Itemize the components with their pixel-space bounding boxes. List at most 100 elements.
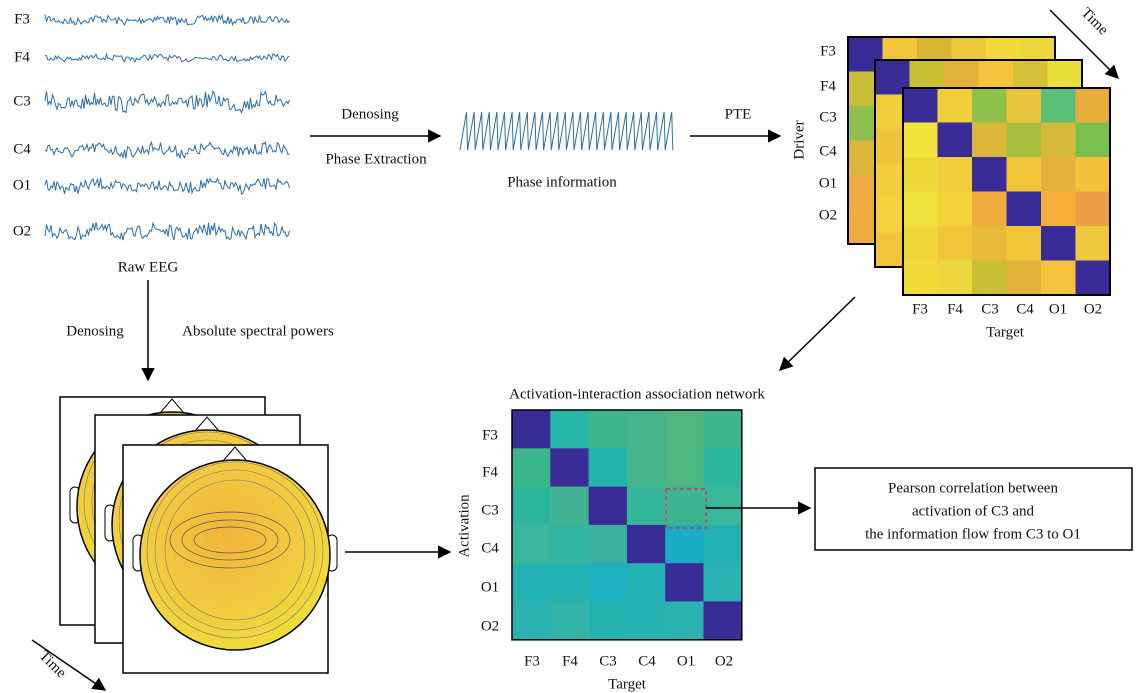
network-cell	[589, 563, 628, 602]
pte-cell	[1041, 88, 1076, 123]
network-cell	[627, 525, 666, 564]
pte-cell	[903, 192, 938, 227]
eeg-trace	[45, 91, 290, 112]
pte-cell	[1076, 192, 1111, 227]
network-cell	[704, 410, 743, 449]
label: O1	[1049, 301, 1067, 317]
network-cell	[704, 487, 743, 526]
network-cell	[589, 487, 628, 526]
label: Pearson correlation between	[888, 480, 1058, 496]
pte-cell	[972, 157, 1007, 192]
label: C4	[13, 141, 31, 157]
network-cell	[589, 410, 628, 449]
label: O1	[13, 177, 31, 193]
pte-cell	[1041, 261, 1076, 296]
label: F4	[947, 301, 963, 317]
pte-cell	[938, 226, 973, 261]
network-cell	[550, 525, 589, 564]
network-cell	[665, 563, 704, 602]
network-cell	[704, 563, 743, 602]
label: C4	[1016, 301, 1034, 317]
pte-cell	[972, 261, 1007, 296]
label: F4	[14, 49, 30, 65]
label: F4	[820, 78, 836, 94]
pte-cell	[972, 226, 1007, 261]
head	[140, 460, 330, 650]
label: C3	[599, 653, 617, 669]
pte-cell	[1007, 261, 1042, 296]
pte-cell	[1076, 157, 1111, 192]
pte-cell	[972, 192, 1007, 227]
label: O2	[1084, 301, 1102, 317]
label: O2	[819, 207, 837, 223]
label: Driver	[791, 120, 807, 159]
label: Target	[986, 324, 1025, 340]
pte-cell	[1007, 226, 1042, 261]
eeg-trace	[45, 142, 290, 158]
pte-cell	[938, 261, 973, 296]
network-cell	[627, 563, 666, 602]
label: F4	[482, 464, 498, 480]
network-cell	[550, 410, 589, 449]
network-cell	[704, 602, 743, 641]
pte-cell	[903, 226, 938, 261]
network-cell	[550, 563, 589, 602]
network-cell	[627, 448, 666, 487]
network-cell	[589, 525, 628, 564]
label: F3	[524, 653, 540, 669]
pte-cell	[938, 123, 973, 158]
network-cell	[665, 410, 704, 449]
label: O1	[819, 175, 837, 191]
network-cell	[512, 602, 551, 641]
network-cell	[665, 487, 704, 526]
pte-cell	[1041, 123, 1076, 158]
label: Phase Extraction	[325, 151, 427, 167]
network-cell	[704, 448, 743, 487]
label: Activation	[456, 494, 472, 558]
label: O2	[715, 653, 733, 669]
label: F3	[912, 301, 928, 317]
pte-cell	[938, 88, 973, 123]
label: O2	[13, 223, 31, 239]
label: Denosing	[341, 106, 399, 122]
label: F3	[820, 43, 836, 59]
pte-cell	[938, 157, 973, 192]
label: PTE	[725, 106, 752, 122]
pte-cell	[1076, 226, 1111, 261]
network-cell	[550, 448, 589, 487]
label: O1	[677, 653, 695, 669]
label: F4	[562, 653, 578, 669]
eeg-trace	[45, 178, 290, 194]
network-cell	[627, 487, 666, 526]
arrow	[780, 297, 855, 370]
label: C4	[638, 653, 656, 669]
pte-cell	[1007, 192, 1042, 227]
label: Raw EEG	[118, 259, 179, 275]
label: the information flow from C3 to O1	[865, 526, 1081, 542]
network-cell	[589, 602, 628, 641]
label: Time	[36, 648, 70, 682]
network-cell	[704, 525, 743, 564]
network-cell	[512, 410, 551, 449]
network-cell	[589, 448, 628, 487]
network-cell	[512, 448, 551, 487]
pte-cell	[903, 88, 938, 123]
network-cell	[512, 563, 551, 602]
pte-cell	[903, 157, 938, 192]
pte-cell	[972, 123, 1007, 158]
network-cell	[512, 487, 551, 526]
label: Target	[608, 676, 647, 692]
pte-cell	[903, 123, 938, 158]
pte-cell	[1007, 157, 1042, 192]
label: C4	[481, 540, 499, 556]
network-cell	[627, 410, 666, 449]
eeg-trace	[45, 15, 290, 26]
label: C3	[13, 93, 31, 109]
label: Activation-interaction association netwo…	[509, 386, 765, 402]
pte-cell	[1076, 261, 1111, 296]
label: O1	[481, 579, 499, 595]
network-cell	[627, 602, 666, 641]
pte-cell	[1076, 88, 1111, 123]
label: O2	[481, 618, 499, 634]
label: Phase information	[507, 174, 617, 190]
